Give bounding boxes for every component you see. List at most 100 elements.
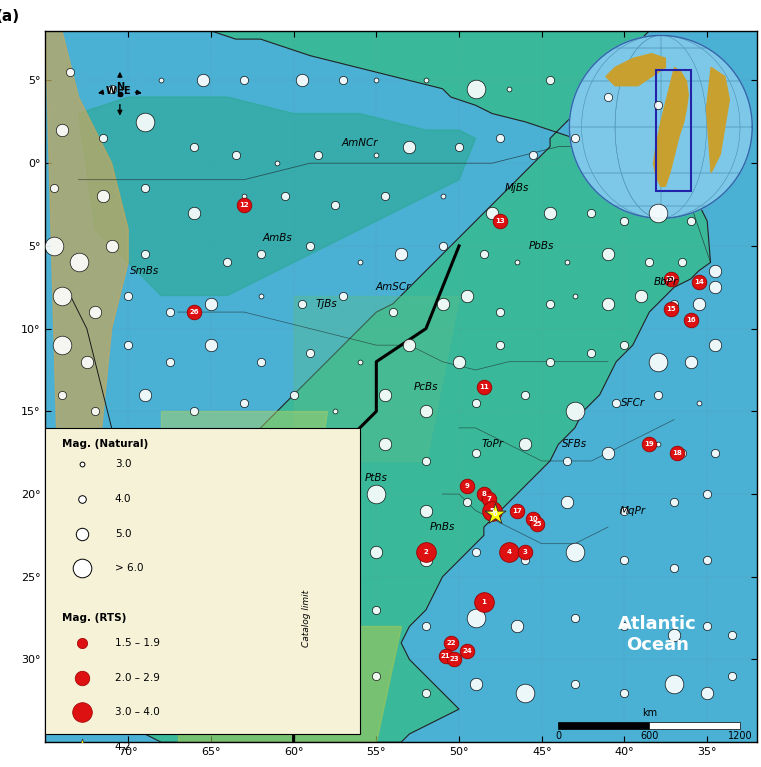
Point — [693, 298, 705, 310]
Text: TjBs: TjBs — [316, 299, 338, 309]
Text: S: S — [116, 89, 123, 114]
Point — [677, 256, 689, 268]
Point — [81, 356, 93, 368]
Polygon shape — [78, 97, 476, 295]
Point — [76, 458, 88, 470]
Bar — [559, 723, 649, 729]
Text: AmNCr: AmNCr — [342, 138, 378, 148]
Text: 9: 9 — [465, 482, 470, 489]
Point — [470, 678, 482, 690]
Text: 5: 5 — [490, 508, 495, 514]
Point — [602, 298, 614, 310]
Point — [371, 546, 383, 558]
Text: 4: 4 — [506, 549, 511, 555]
Point — [470, 446, 482, 459]
Point — [701, 554, 713, 566]
Point — [139, 182, 151, 194]
Point — [420, 686, 432, 699]
Text: 1: 1 — [482, 598, 486, 604]
Point — [139, 621, 151, 633]
Point — [544, 206, 556, 219]
Point — [72, 256, 84, 268]
Point — [180, 538, 193, 550]
Point — [188, 140, 200, 153]
Point — [511, 505, 523, 517]
Text: km: km — [642, 708, 657, 718]
Point — [693, 397, 705, 410]
Point — [651, 389, 664, 401]
Point — [568, 546, 581, 558]
Point — [585, 206, 597, 219]
Point — [478, 380, 490, 393]
Point — [296, 74, 308, 87]
Point — [337, 74, 349, 87]
Point — [461, 645, 473, 657]
Point — [106, 240, 118, 252]
Point — [106, 83, 118, 95]
Point — [72, 488, 84, 500]
Point — [238, 199, 250, 211]
Point — [453, 356, 465, 368]
Point — [651, 356, 664, 368]
Text: PtBs: PtBs — [365, 472, 388, 482]
Point — [139, 686, 151, 699]
Point — [97, 190, 110, 202]
Text: 17: 17 — [512, 508, 522, 514]
Point — [329, 554, 341, 566]
Polygon shape — [46, 31, 128, 660]
Point — [519, 686, 531, 699]
Point — [279, 538, 291, 550]
Text: N: N — [116, 73, 124, 92]
Point — [568, 612, 581, 624]
Point — [76, 637, 88, 649]
Point — [544, 74, 556, 87]
Point — [279, 438, 291, 450]
Point — [643, 256, 655, 268]
Point — [502, 83, 514, 95]
Point — [420, 405, 432, 417]
Point — [238, 621, 250, 633]
Point — [461, 289, 473, 301]
Text: AmBs: AmBs — [263, 232, 292, 242]
Point — [188, 306, 200, 318]
Point — [544, 356, 556, 368]
Point — [205, 339, 217, 351]
Point — [709, 265, 721, 277]
Point — [701, 686, 713, 699]
Point — [511, 505, 523, 517]
Point — [619, 686, 631, 699]
Point — [668, 678, 680, 690]
Point — [139, 438, 151, 450]
Point — [387, 306, 399, 318]
Point — [602, 446, 614, 459]
Point — [664, 303, 677, 315]
Point — [279, 678, 291, 690]
Point — [511, 621, 523, 633]
Point — [495, 215, 507, 227]
Point — [709, 281, 721, 294]
Text: 13: 13 — [495, 218, 505, 224]
Point — [56, 289, 68, 301]
Point — [420, 554, 432, 566]
Point — [470, 546, 482, 558]
Point — [671, 446, 683, 459]
Point — [619, 554, 631, 566]
Point — [568, 289, 581, 301]
Point — [568, 132, 581, 144]
Text: 10: 10 — [529, 516, 538, 522]
Point — [76, 493, 88, 505]
Point — [279, 190, 291, 202]
Point — [139, 116, 151, 128]
Point — [489, 508, 501, 520]
Point — [76, 672, 88, 684]
Point — [76, 562, 88, 574]
Point — [444, 637, 457, 649]
Point — [238, 446, 250, 459]
Text: 24: 24 — [463, 648, 472, 654]
Point — [378, 190, 390, 202]
Point — [337, 455, 349, 467]
Point — [482, 493, 495, 505]
Text: E: E — [123, 86, 141, 96]
Text: 0: 0 — [556, 731, 562, 741]
Point — [436, 298, 448, 310]
